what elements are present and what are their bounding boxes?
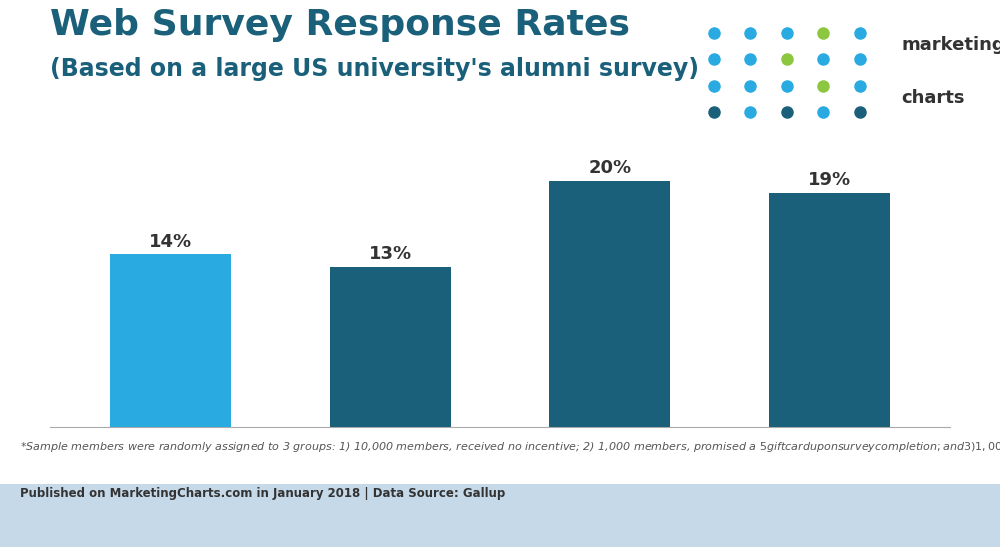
Text: Web Survey Response Rates: Web Survey Response Rates bbox=[50, 8, 630, 42]
Text: 13%: 13% bbox=[369, 245, 412, 263]
Bar bbox=[769, 193, 890, 427]
Text: 20%: 20% bbox=[588, 159, 631, 177]
Bar bbox=[110, 254, 231, 427]
Text: Published on MarketingCharts.com in January 2018 | Data Source: Gallup: Published on MarketingCharts.com in Janu… bbox=[20, 487, 505, 500]
Bar bbox=[330, 267, 451, 427]
Text: 14%: 14% bbox=[149, 232, 192, 251]
Text: *Sample members were randomly assigned to 3 groups: 1) 10,000 members, received : *Sample members were randomly assigned t… bbox=[20, 440, 1000, 455]
Text: charts: charts bbox=[902, 89, 965, 107]
Text: 19%: 19% bbox=[808, 171, 851, 189]
Bar bbox=[549, 181, 670, 427]
Text: marketing: marketing bbox=[902, 36, 1000, 54]
Text: (Based on a large US university's alumni survey): (Based on a large US university's alumni… bbox=[50, 57, 699, 82]
